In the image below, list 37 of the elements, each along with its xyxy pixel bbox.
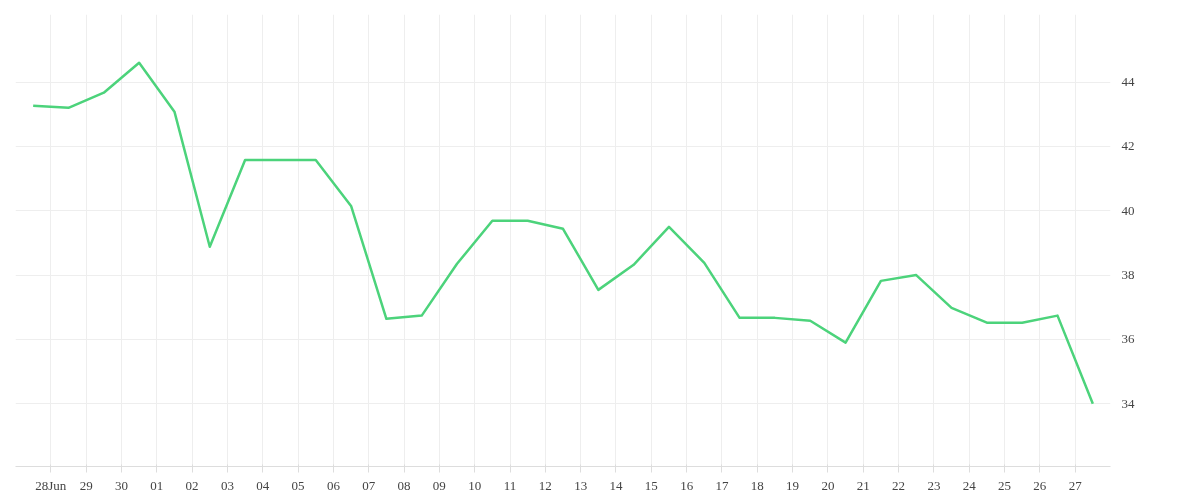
x-tick-label: 17 <box>715 477 729 493</box>
x-tick-label: 10 <box>468 477 482 493</box>
y-tick-label: 38 <box>1121 267 1135 283</box>
x-tick-label: 15 <box>644 477 658 493</box>
x-tick-label: 23 <box>927 477 941 493</box>
x-tick-label: 07 <box>362 477 376 493</box>
y-tick-label: 34 <box>1121 395 1135 411</box>
x-tick-label: 06 <box>326 477 341 493</box>
x-tick-label: 14 <box>609 477 623 493</box>
y-tick-label: 44 <box>1121 74 1135 90</box>
line-series <box>31 61 1095 406</box>
x-tick-label: 11 <box>503 477 517 493</box>
y-tick-label: 42 <box>1121 138 1135 154</box>
x-tick-label: 04 <box>256 477 270 493</box>
x-tick-label: 21 <box>856 477 870 493</box>
x-tick-label: 30 <box>114 477 128 493</box>
x-tick-label: 09 <box>432 477 446 493</box>
x-tick-label: 18 <box>750 477 764 493</box>
x-tick-label: 08 <box>397 477 411 493</box>
x-tick-label: 29 <box>79 477 93 493</box>
x-tick-label: 28Jun <box>35 477 67 493</box>
x-tick-label: 20 <box>821 477 835 493</box>
x-tick-label: 27 <box>1068 477 1083 493</box>
y-tick-label: 40 <box>1121 202 1135 218</box>
x-tick-label: 19 <box>786 477 800 493</box>
x-tick-label: 05 <box>291 477 305 493</box>
x-tick-label: 26 <box>1033 477 1047 493</box>
x-tick-label: 25 <box>998 477 1012 493</box>
x-tick-label: 01 <box>150 477 164 493</box>
x-tick-label: 12 <box>538 477 552 493</box>
y-tick-label: 36 <box>1121 331 1135 347</box>
x-tick-label: 16 <box>680 477 694 493</box>
x-tick-label: 03 <box>220 477 234 493</box>
x-tick-label: 22 <box>892 477 906 493</box>
x-tick-label: 13 <box>574 477 588 493</box>
x-tick-label: 02 <box>185 477 199 493</box>
x-tick-label: 24 <box>962 477 977 493</box>
